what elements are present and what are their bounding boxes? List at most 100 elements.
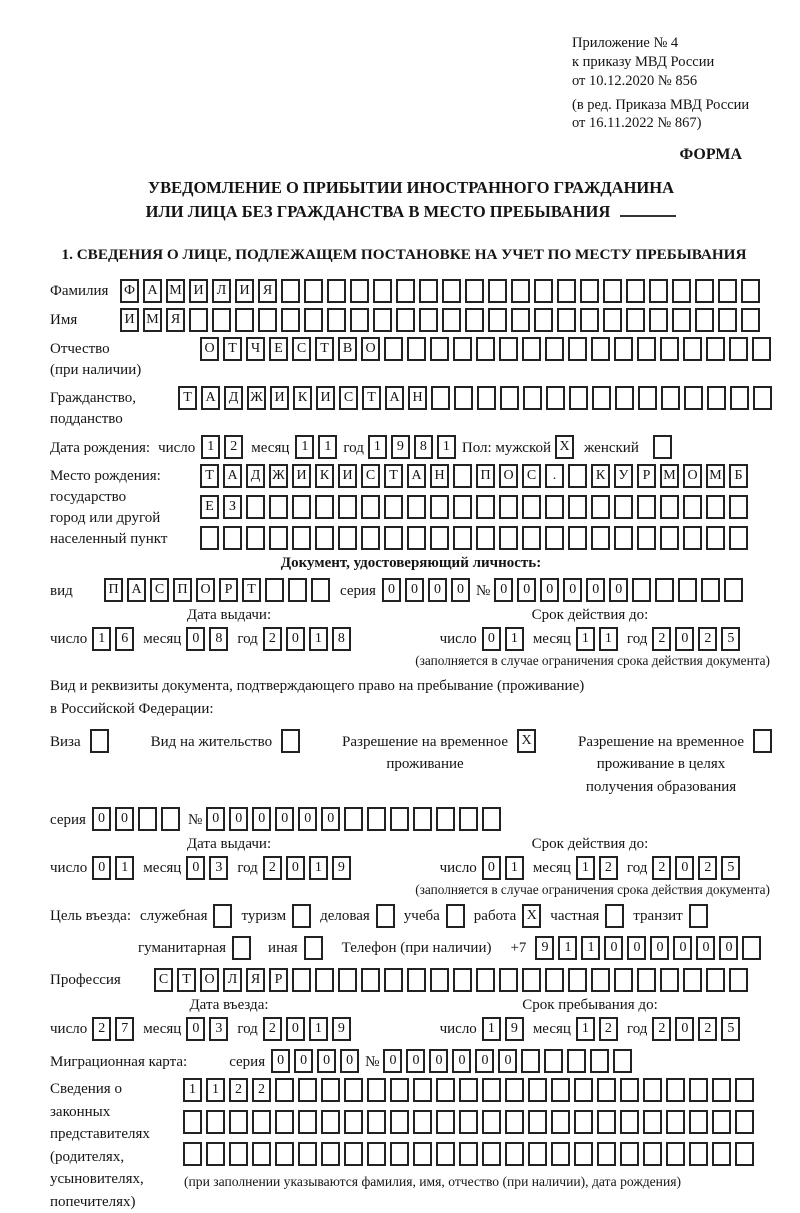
form-cell[interactable] [655,578,675,603]
form-cell[interactable] [350,279,369,304]
form-cell[interactable] [384,495,403,520]
form-cell[interactable] [453,337,472,362]
form-cell[interactable] [568,464,587,489]
form-cell[interactable] [252,1110,271,1135]
form-cell[interactable]: 0 [494,578,514,603]
form-cell[interactable]: А [407,464,426,489]
form-cell[interactable] [683,495,702,520]
form-cell[interactable]: 1 [581,936,601,961]
form-cell[interactable] [476,968,495,993]
form-cell[interactable] [288,578,307,603]
form-cell[interactable]: 5 [721,627,741,652]
form-cell[interactable] [568,495,587,520]
form-cell[interactable]: 0 [285,1017,305,1042]
form-cell[interactable] [298,1110,317,1135]
form-cell[interactable] [292,904,312,929]
form-cell[interactable] [419,279,438,304]
form-cell[interactable] [580,279,599,304]
form-cell[interactable]: 2 [652,856,672,881]
form-cell[interactable] [724,578,744,603]
form-cell[interactable]: П [104,578,123,603]
form-cell[interactable] [160,807,180,832]
form-cell[interactable]: 1 [183,1078,202,1103]
form-cell[interactable]: 2 [262,856,282,881]
form-cell[interactable] [643,1078,662,1103]
form-cell[interactable]: 0 [186,856,206,881]
form-cell[interactable] [246,495,265,520]
form-cell[interactable]: 0 [627,936,647,961]
form-cell[interactable] [683,526,702,551]
form-cell[interactable]: О [683,464,702,489]
form-cell[interactable] [303,936,323,961]
form-cell[interactable] [229,1110,248,1135]
form-cell[interactable]: 0 [696,936,716,961]
form-cell[interactable] [344,1110,363,1135]
form-cell[interactable] [551,1142,570,1167]
form-cell[interactable] [292,526,311,551]
form-cell[interactable] [407,337,426,362]
form-cell[interactable]: У [614,464,633,489]
form-cell[interactable] [712,1078,731,1103]
form-cell[interactable]: Я [166,308,185,333]
form-cell[interactable] [730,386,749,411]
form-cell[interactable]: 1 [558,936,578,961]
form-cell[interactable] [304,308,323,333]
form-cell[interactable] [338,495,357,520]
form-cell[interactable] [672,279,691,304]
form-cell[interactable]: А [201,386,220,411]
form-cell[interactable] [688,904,708,929]
form-cell[interactable]: М [143,308,162,333]
form-cell[interactable] [396,279,415,304]
form-cell[interactable] [545,495,564,520]
form-cell[interactable]: М [660,464,679,489]
form-cell[interactable]: Я [258,279,277,304]
form-cell[interactable] [499,337,518,362]
form-cell[interactable] [321,1142,340,1167]
form-cell[interactable] [419,308,438,333]
form-cell[interactable]: М [706,464,725,489]
form-cell[interactable] [390,1078,409,1103]
form-cell[interactable]: 1 [206,1078,225,1103]
form-cell[interactable] [269,526,288,551]
form-cell[interactable] [742,936,762,961]
form-cell[interactable]: А [223,464,242,489]
form-cell[interactable]: Д [246,464,265,489]
form-cell[interactable] [482,1110,501,1135]
form-cell[interactable] [431,386,450,411]
form-cell[interactable] [718,279,737,304]
form-cell[interactable] [544,1049,564,1074]
form-cell[interactable]: 5 [721,856,741,881]
form-cell[interactable] [430,337,449,362]
form-cell[interactable] [574,1078,593,1103]
form-cell[interactable] [459,1142,478,1167]
form-cell[interactable] [384,968,403,993]
form-cell[interactable]: 1 [201,435,221,460]
form-cell[interactable] [315,526,334,551]
form-cell[interactable]: 2 [652,627,672,652]
form-cell[interactable] [505,1110,524,1135]
form-cell[interactable] [373,308,392,333]
form-cell[interactable] [706,337,725,362]
form-cell[interactable] [614,526,633,551]
form-cell[interactable]: К [293,386,312,411]
form-cell[interactable] [183,1110,202,1135]
form-cell[interactable] [660,495,679,520]
form-cell[interactable] [568,526,587,551]
form-cell[interactable]: С [522,464,541,489]
form-cell[interactable] [476,337,495,362]
form-cell[interactable] [499,526,518,551]
form-cell[interactable] [327,279,346,304]
form-cell[interactable] [712,1142,731,1167]
form-cell[interactable] [689,1078,708,1103]
form-cell[interactable] [338,526,357,551]
form-cell[interactable] [465,308,484,333]
form-cell[interactable]: 1 [115,856,135,881]
form-cell[interactable] [672,308,691,333]
form-cell[interactable]: . [545,464,564,489]
form-cell[interactable]: 1 [308,1017,328,1042]
form-cell[interactable] [678,578,698,603]
form-cell[interactable] [407,495,426,520]
form-cell[interactable]: 1 [318,435,338,460]
form-cell[interactable] [488,279,507,304]
form-cell[interactable]: 0 [604,936,624,961]
